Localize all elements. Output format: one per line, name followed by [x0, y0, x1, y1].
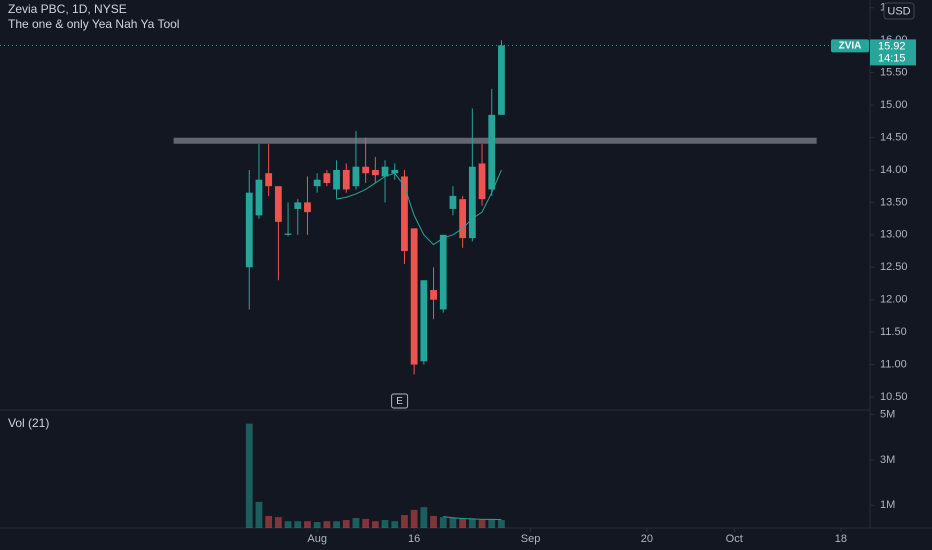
candle-body	[401, 176, 408, 252]
volume-bar	[284, 521, 292, 528]
candle-body	[323, 173, 331, 183]
candle-body	[439, 234, 447, 310]
volume-bar	[478, 520, 486, 528]
x-tick-label: Aug	[307, 533, 327, 545]
candle-body	[245, 192, 253, 268]
volume-bar	[245, 423, 253, 528]
y-tick-label: 10.50	[880, 391, 908, 403]
candle-body	[274, 186, 282, 222]
volume-bar	[498, 520, 505, 528]
symbol-tag: ZVIA	[839, 41, 862, 52]
chart-subtitle: The one & only Yea Nah Ya Tool	[8, 17, 179, 31]
y-tick-label: 14.50	[880, 131, 908, 143]
volume-bar	[420, 507, 428, 528]
volume-ma-line	[443, 516, 502, 521]
currency: USD	[887, 5, 910, 17]
volume-bar	[468, 518, 476, 528]
candle-body	[362, 166, 370, 174]
volume-bar	[371, 521, 379, 528]
candle-body	[468, 166, 476, 239]
x-tick-label: Oct	[726, 533, 743, 545]
candle-body	[284, 233, 292, 235]
y-tick-label: 11.50	[880, 326, 907, 338]
volume-tick-label: 1M	[880, 499, 895, 511]
y-tick-label: 12.50	[880, 261, 908, 273]
candle-body	[459, 199, 467, 239]
volume-bar	[323, 521, 331, 528]
ma-line	[336, 169, 502, 246]
candle-body	[478, 163, 486, 200]
volume-bar	[255, 501, 263, 528]
volume-bar	[401, 515, 408, 528]
price-tag: 15.92	[878, 40, 906, 52]
candle-body	[342, 169, 350, 190]
currency-bg	[883, 2, 915, 20]
volume-bar	[362, 518, 370, 528]
volume-tick-label: 5M	[880, 408, 895, 420]
volume-bar	[313, 522, 321, 528]
candle-body	[449, 195, 457, 209]
y-tick-label: 11.00	[880, 358, 907, 370]
candle-body	[333, 169, 340, 190]
candle-body	[420, 280, 428, 362]
candle-body	[410, 228, 418, 365]
y-tick-label: 15.50	[880, 67, 908, 79]
x-tick-label: 16	[408, 533, 420, 545]
volume-bar	[352, 518, 360, 528]
symbol-tag-bg	[831, 39, 869, 53]
candle-body	[371, 169, 379, 176]
y-tick-label: 13.50	[880, 196, 908, 208]
earnings-label: E	[396, 396, 403, 407]
earnings-box	[391, 393, 409, 409]
candle-body	[304, 202, 311, 213]
candle-body	[430, 289, 437, 300]
candle-body	[265, 173, 273, 187]
volume-bar	[439, 517, 447, 528]
volume-title: Vol (21)	[8, 416, 49, 430]
volume-bar	[333, 521, 340, 528]
volume-bar	[459, 518, 467, 528]
x-tick-label: 20	[641, 533, 653, 545]
y-tick-label: 13.00	[880, 229, 908, 241]
candle-body	[255, 179, 263, 216]
volume-tick-label: 3M	[880, 454, 895, 466]
candle-body	[381, 166, 389, 177]
y-tick-label: 15.00	[880, 99, 908, 111]
x-tick-label: Sep	[521, 533, 541, 545]
volume-bar	[294, 521, 302, 528]
y-tick-label: 14.00	[880, 164, 908, 176]
volume-bar	[391, 521, 399, 528]
countdown: 14:15	[878, 52, 906, 64]
candle-body	[313, 179, 321, 187]
x-tick-label: 18	[835, 533, 847, 545]
volume-bar	[449, 518, 457, 528]
volume-bar	[265, 515, 273, 528]
volume-bar	[381, 520, 389, 528]
volume-bar	[488, 518, 496, 528]
volume-bar	[430, 515, 437, 528]
y-tick-label: 12.00	[880, 294, 908, 306]
volume-bar	[304, 521, 311, 528]
marks: 10.50 11.00 11.50 12.00 12.50 13.00 13.50 14.00…	[0, 2, 916, 545]
candle-body	[498, 45, 505, 115]
price-tag-bg	[870, 39, 916, 66]
candle-body	[294, 202, 302, 209]
volume-bar	[410, 509, 418, 528]
candle-body	[391, 169, 399, 174]
volume-bar	[342, 520, 350, 528]
chart-title: Zevia PBC, 1D, NYSE	[8, 2, 127, 16]
volume-bar	[274, 517, 282, 528]
candle-body	[352, 166, 360, 187]
candle-body	[488, 114, 496, 190]
